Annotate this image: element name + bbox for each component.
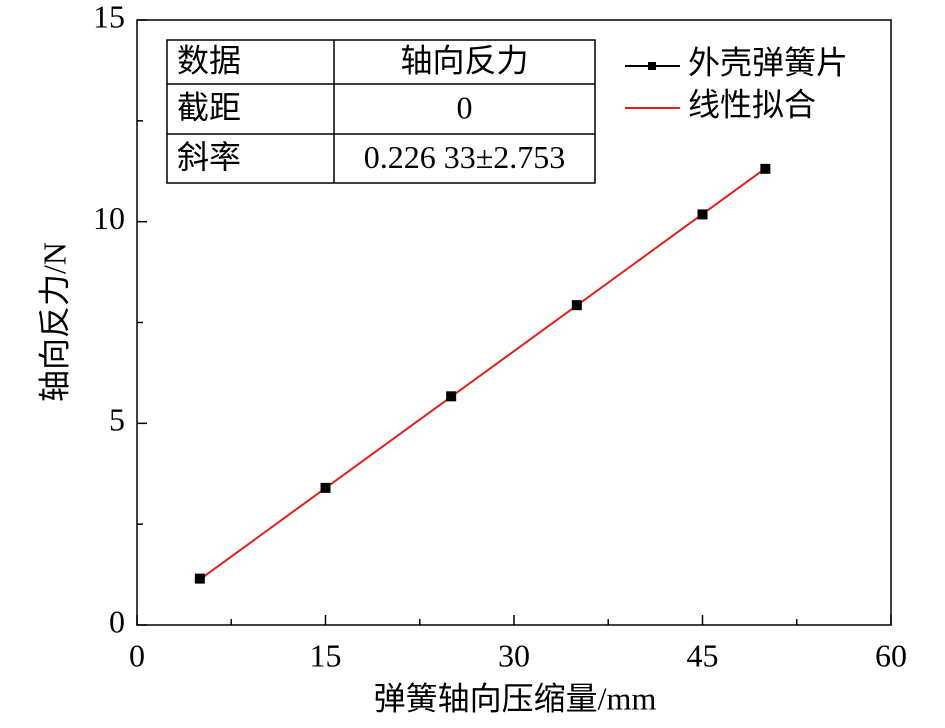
legend-label: 线性拟合 <box>688 86 816 122</box>
fit-line <box>199 167 766 581</box>
table-cell: 截距 <box>177 89 241 125</box>
y-axis-label: 轴向反力/N <box>36 242 72 402</box>
x-axis-label: 弹簧轴向压缩量/mm <box>374 680 657 716</box>
x-tick-label: 0 <box>129 637 145 673</box>
legend-label: 外壳弹簧片 <box>688 44 848 80</box>
data-point <box>446 391 457 402</box>
table-cell: 0 <box>457 89 473 125</box>
table-cell: 斜率 <box>177 139 241 175</box>
y-tick-label: 0 <box>109 603 125 639</box>
data-point <box>697 209 708 220</box>
x-tick-label: 15 <box>310 637 342 673</box>
x-tick-label: 60 <box>875 637 907 673</box>
data-point <box>760 163 771 174</box>
data-point <box>194 573 205 584</box>
table-cell: 0.226 33±2.753 <box>364 139 566 175</box>
table-cell: 数据 <box>177 42 241 78</box>
table-cell: 轴向反力 <box>400 42 528 78</box>
y-tick-label: 10 <box>93 200 125 236</box>
x-tick-label: 45 <box>687 637 719 673</box>
x-tick-label: 30 <box>498 637 530 673</box>
table-frame <box>166 39 596 184</box>
data-point <box>571 300 582 311</box>
y-tick-label: 15 <box>93 0 125 34</box>
data-point <box>320 482 331 493</box>
legend-marker <box>648 62 656 70</box>
y-tick-label: 5 <box>109 402 125 438</box>
